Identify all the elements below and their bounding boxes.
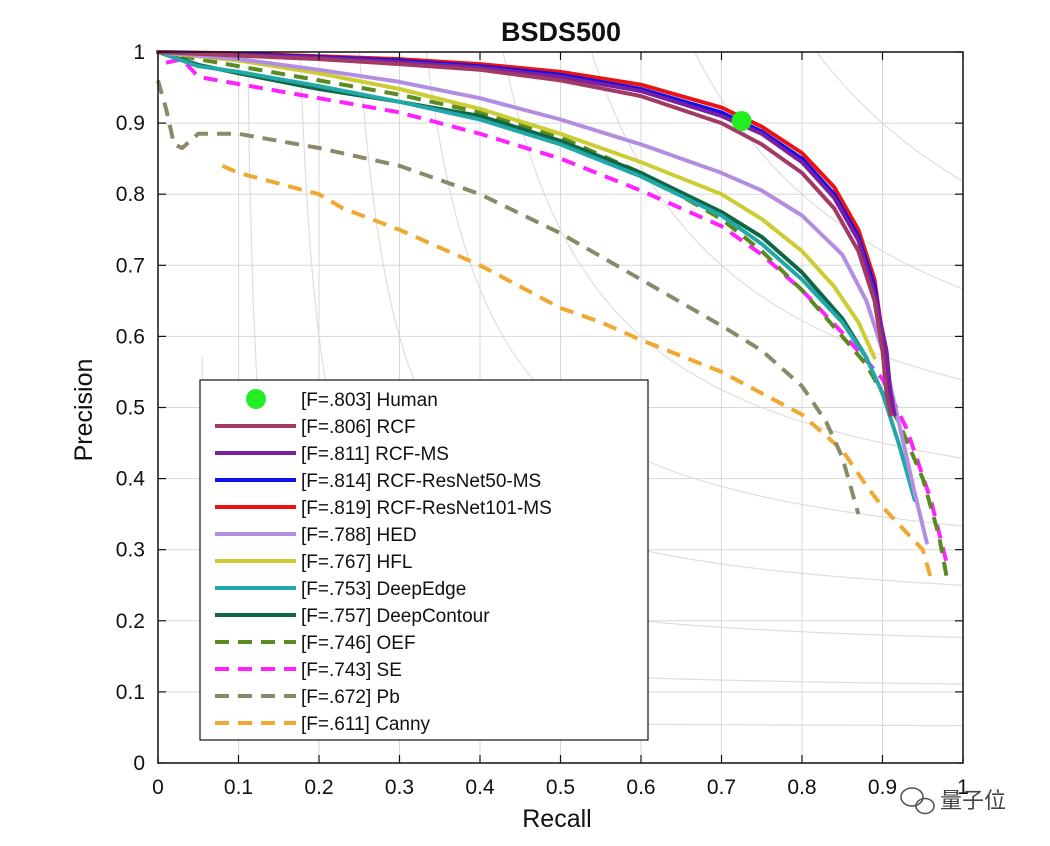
x-tick-label: 0.1 [224, 776, 253, 799]
legend-rcf-resnet101-ms-label: [F=.819] RCF-ResNet101-MS [301, 498, 552, 519]
legend-hfl-label: [F=.767] HFL [301, 552, 412, 573]
x-tick-label: 0.5 [546, 776, 575, 799]
series-deepedge [156, 50, 917, 502]
y-tick-label: 0.7 [116, 254, 145, 277]
y-tick-label: 0.4 [116, 468, 146, 491]
x-axis-label: Recall [522, 805, 591, 833]
legend-se-label: [F=.743] SE [301, 660, 402, 681]
legend-human-swatch [246, 389, 266, 409]
x-tick-label: 0.8 [787, 776, 816, 799]
x-tick-label: 0.9 [868, 776, 897, 799]
legend: [F=.803] Human [F=.806] RCF [F=.811] RCF-M… [199, 379, 649, 741]
series-deepcontour [156, 50, 869, 360]
ticks: 0 0.1 0.2 0.3 0.4 0.5 0.6 0.7 0.8 0.9 1 0 0.1 0.2 0.3 0… [116, 41, 969, 799]
wechat-icon [900, 787, 935, 815]
x-tick-label: 0.6 [626, 776, 655, 799]
iso-f-curve [694, 52, 963, 290]
y-tick-label: 0.3 [116, 539, 145, 562]
y-tick-label: 0 [133, 752, 145, 775]
y-tick-label: 0.2 [116, 610, 145, 633]
y-tick-label: 0.8 [116, 183, 145, 206]
legend-canny-label: [F=.611] Canny [301, 714, 431, 735]
series-human-point [731, 110, 752, 131]
series-rcf-resnet50-ms [156, 50, 895, 410]
legend-human-label: [F=.803] Human [301, 390, 438, 411]
watermark: 量子位 [900, 787, 1006, 815]
legend-hed-label: [F=.788] HED [301, 525, 417, 546]
legend-rcf-label: [F=.806] RCF [301, 417, 416, 438]
watermark-text: 量子位 [940, 789, 1006, 814]
legend-pb-label: [F=.672] Pb [301, 687, 400, 708]
legend-deepcontour-label: [F=.757] DeepContour [301, 606, 490, 627]
series-canny [221, 163, 933, 579]
series-rcf [156, 50, 893, 417]
series-hfl [156, 50, 877, 360]
series-layer [156, 50, 949, 579]
legend-rcf-resnet50-ms-label: [F=.814] RCF-ResNet50-MS [301, 471, 541, 492]
iso-f-curve [590, 52, 963, 381]
iso-f-curve [425, 52, 963, 527]
x-tick-label: 0.4 [465, 776, 495, 799]
x-tick-label: 1 [957, 776, 969, 799]
y-axis-label: Precision [70, 359, 98, 462]
y-tick-label: 0.6 [116, 325, 145, 348]
series-rcf-resnet101-ms [156, 50, 895, 403]
iso-f-curve [815, 52, 963, 182]
y-tick-label: 0.9 [116, 112, 145, 135]
x-tick-label: 0 [152, 776, 164, 799]
x-tick-label: 0.2 [304, 776, 333, 799]
legend-oef-label: [F=.746] OEF [301, 633, 416, 654]
legend-deepedge-label: [F=.753] DeepEdge [301, 579, 466, 600]
y-tick-label: 0.1 [116, 681, 145, 704]
legend-rcf-ms-label: [F=.811] RCF-MS [301, 444, 449, 465]
y-tick-label: 0.5 [116, 397, 145, 420]
chart-title: BSDS500 [501, 17, 621, 47]
x-tick-label: 0.3 [385, 776, 414, 799]
y-tick-label: 1 [133, 41, 145, 64]
x-tick-label: 0.7 [707, 776, 736, 799]
series-rcf-ms [156, 50, 897, 417]
series-pb [156, 79, 861, 515]
